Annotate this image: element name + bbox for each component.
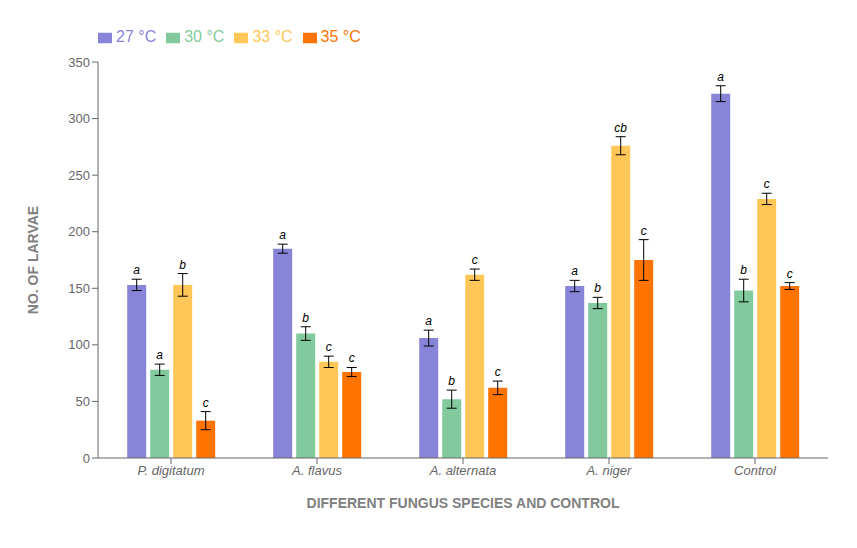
svg-text:150: 150 — [68, 281, 90, 296]
svg-text:b: b — [448, 374, 455, 388]
svg-text:A. flavus: A. flavus — [291, 463, 342, 478]
svg-text:b: b — [594, 281, 601, 295]
svg-text:c: c — [326, 340, 332, 354]
svg-text:c: c — [472, 253, 478, 267]
svg-text:P. digitatum: P. digitatum — [138, 463, 205, 478]
svg-text:0: 0 — [83, 451, 90, 466]
svg-text:350: 350 — [68, 55, 90, 70]
svg-text:a: a — [133, 263, 140, 277]
svg-text:a: a — [156, 348, 163, 362]
svg-text:DIFFERENT FUNGUS SPECIES AND C: DIFFERENT FUNGUS SPECIES AND CONTROL — [307, 495, 620, 511]
svg-text:c: c — [349, 351, 355, 365]
html-text:27 °C: 27 °C — [116, 28, 157, 45]
svg-text:a: a — [717, 70, 724, 84]
svg-text:c: c — [641, 224, 647, 238]
svg-text:a: a — [571, 264, 578, 278]
svg-text:b: b — [302, 311, 309, 325]
svg-text:c: c — [203, 396, 209, 410]
html-text:33 °C: 33 °C — [252, 28, 293, 45]
svg-text:b: b — [740, 263, 747, 277]
svg-text:b: b — [179, 258, 186, 272]
html-text:35 °C: 35 °C — [320, 28, 361, 45]
svg-text:a: a — [279, 228, 286, 242]
svg-text:a: a — [425, 314, 432, 328]
svg-text:200: 200 — [68, 224, 90, 239]
svg-text:c: c — [764, 177, 770, 191]
svg-text:300: 300 — [68, 111, 90, 126]
svg-text:c: c — [787, 267, 793, 281]
svg-text:NO. OF LARVAE: NO. OF LARVAE — [25, 206, 41, 314]
svg-text:Control: Control — [734, 463, 777, 478]
svg-text:250: 250 — [68, 168, 90, 183]
svg-text:cb: cb — [614, 121, 627, 135]
html-text:30 °C: 30 °C — [184, 28, 225, 45]
svg-text:c: c — [495, 365, 501, 379]
svg-text:A. niger: A. niger — [586, 463, 632, 478]
svg-text:50: 50 — [76, 394, 90, 409]
svg-text:A. alternata: A. alternata — [429, 463, 497, 478]
svg-text:100: 100 — [68, 337, 90, 352]
